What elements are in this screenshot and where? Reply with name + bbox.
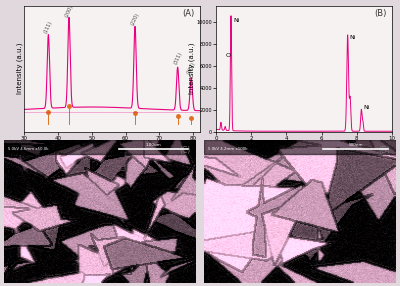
- Y-axis label: Intensity (a.u.): Intensity (a.u.): [16, 43, 23, 94]
- Text: (D): (D): [378, 146, 390, 155]
- Text: (311): (311): [173, 51, 183, 65]
- Text: 500nm: 500nm: [348, 143, 363, 146]
- Text: 1.00um: 1.00um: [146, 143, 162, 146]
- Text: (B): (B): [374, 9, 387, 19]
- Text: (200): (200): [64, 4, 74, 18]
- Text: (222): (222): [186, 61, 196, 75]
- Text: (220): (220): [130, 12, 140, 26]
- Bar: [204, 140, 396, 154]
- Text: (A): (A): [182, 9, 195, 19]
- Text: Ni: Ni: [363, 105, 370, 110]
- Text: 5.0kV 4.2mm x100k: 5.0kV 4.2mm x100k: [208, 148, 247, 151]
- X-axis label: 2θ (degree): 2θ (degree): [92, 142, 132, 149]
- Text: O: O: [226, 53, 231, 58]
- Bar: [4, 140, 196, 154]
- X-axis label: Energy  (KeV): Energy (KeV): [280, 142, 328, 149]
- Text: Ni: Ni: [349, 35, 355, 39]
- Text: (C): (C): [179, 146, 190, 155]
- Text: (111): (111): [43, 20, 54, 34]
- Text: Ni: Ni: [234, 18, 240, 23]
- Text: 5.0kV 4.6mm x50.0k: 5.0kV 4.6mm x50.0k: [8, 148, 48, 151]
- Y-axis label: Intensity (a.u.): Intensity (a.u.): [188, 43, 195, 94]
